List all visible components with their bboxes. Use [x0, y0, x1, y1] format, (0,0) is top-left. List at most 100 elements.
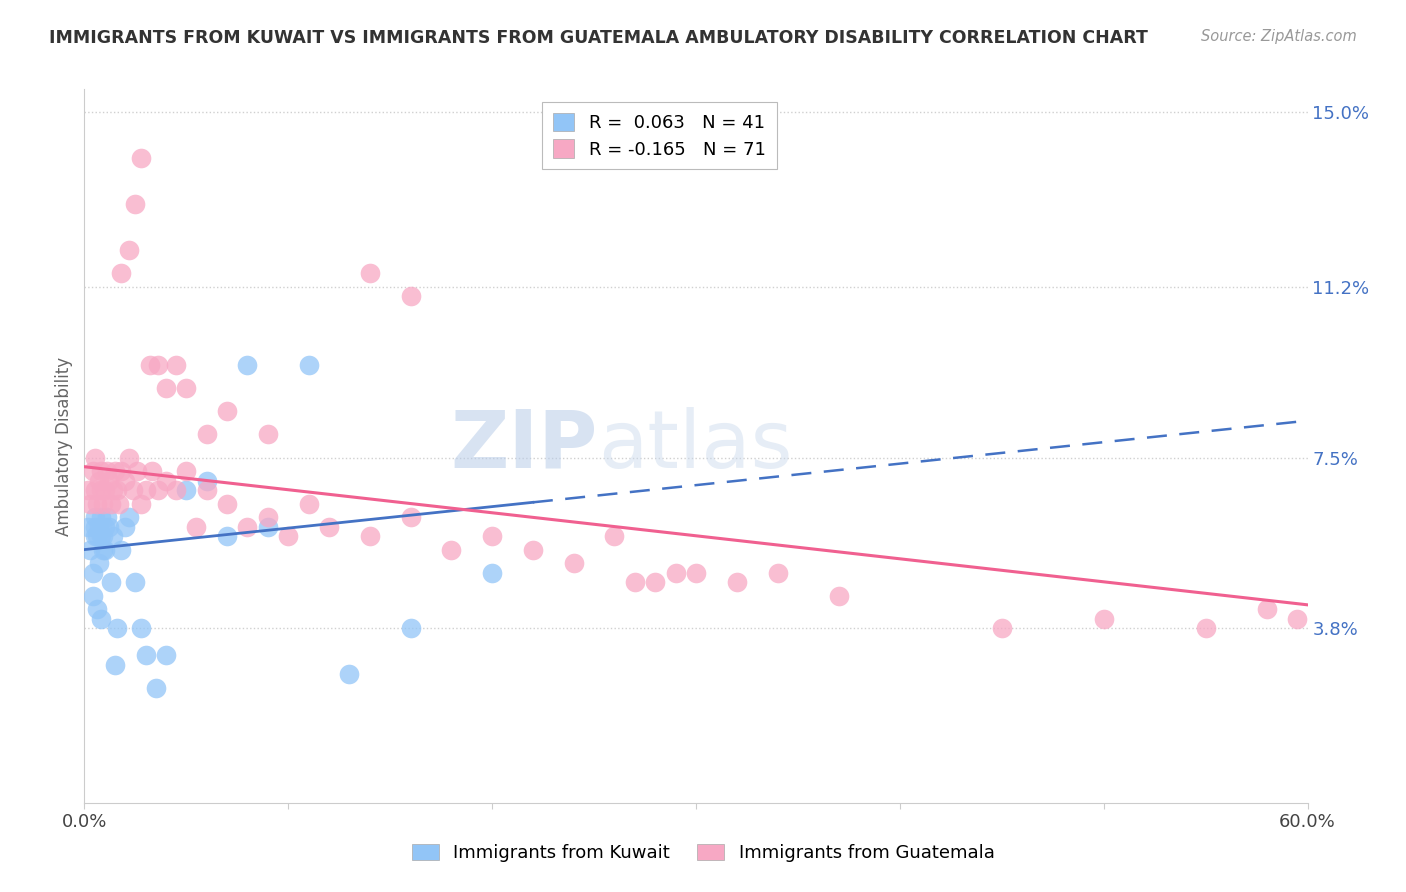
Text: Source: ZipAtlas.com: Source: ZipAtlas.com [1201, 29, 1357, 44]
Point [1092, 612, 1115, 626]
Point [298, 497, 321, 511]
Point [399, 621, 422, 635]
Point [399, 289, 422, 303]
Point [131, 497, 153, 511]
Point [110, 464, 132, 478]
Point [217, 529, 239, 543]
Point [165, 359, 187, 373]
Point [91, 529, 114, 543]
Point [91, 497, 114, 511]
Point [195, 483, 218, 497]
Point [141, 464, 163, 478]
Point [195, 427, 218, 442]
Point [131, 151, 153, 165]
Point [104, 464, 127, 478]
Point [90, 464, 112, 478]
Point [1256, 602, 1278, 616]
Point [77, 519, 100, 533]
Point [86, 529, 108, 543]
Point [114, 519, 136, 533]
Point [145, 681, 167, 695]
Point [217, 497, 239, 511]
Point [86, 602, 108, 616]
Point [481, 566, 503, 580]
Point [82, 464, 104, 478]
Point [603, 529, 626, 543]
Point [93, 483, 115, 497]
Point [135, 483, 157, 497]
Point [87, 474, 110, 488]
Point [110, 542, 132, 557]
Point [991, 621, 1014, 635]
Point [90, 510, 112, 524]
Point [236, 359, 259, 373]
Point [83, 529, 105, 543]
Point [91, 542, 114, 557]
Point [86, 497, 108, 511]
Point [359, 529, 381, 543]
Point [174, 464, 197, 478]
Point [236, 519, 259, 533]
Point [83, 483, 105, 497]
Point [82, 566, 104, 580]
Point [522, 542, 544, 557]
Point [96, 510, 118, 524]
Point [82, 589, 104, 603]
Legend: Immigrants from Kuwait, Immigrants from Guatemala: Immigrants from Kuwait, Immigrants from … [405, 837, 1001, 870]
Point [77, 483, 100, 497]
Point [90, 529, 112, 543]
Point [399, 510, 422, 524]
Point [135, 648, 157, 663]
Point [624, 574, 647, 589]
Point [146, 359, 169, 373]
Point [131, 621, 153, 635]
Point [685, 566, 707, 580]
Legend: R =  0.063   N = 41, R = -0.165   N = 71: R = 0.063 N = 41, R = -0.165 N = 71 [541, 102, 776, 169]
Point [118, 244, 141, 258]
Point [118, 450, 141, 465]
Point [118, 510, 141, 524]
Point [359, 266, 381, 280]
Point [155, 648, 177, 663]
Point [318, 519, 340, 533]
Point [79, 542, 101, 557]
Point [665, 566, 688, 580]
Point [174, 381, 197, 395]
Point [155, 381, 177, 395]
Point [83, 450, 105, 465]
Point [100, 574, 122, 589]
Point [97, 519, 120, 533]
Point [93, 519, 115, 533]
Text: IMMIGRANTS FROM KUWAIT VS IMMIGRANTS FROM GUATEMALA AMBULATORY DISABILITY CORREL: IMMIGRANTS FROM KUWAIT VS IMMIGRANTS FRO… [49, 29, 1149, 46]
Point [828, 589, 851, 603]
Point [110, 266, 132, 280]
Point [90, 612, 112, 626]
Point [90, 483, 112, 497]
Text: ZIP: ZIP [451, 407, 598, 485]
Point [155, 474, 177, 488]
Point [725, 574, 748, 589]
Point [127, 464, 149, 478]
Point [277, 529, 299, 543]
Point [1195, 621, 1218, 635]
Point [87, 557, 110, 571]
Point [83, 519, 105, 533]
Point [79, 497, 101, 511]
Point [165, 483, 187, 497]
Point [124, 574, 146, 589]
Point [339, 666, 361, 681]
Point [257, 519, 280, 533]
Point [644, 574, 666, 589]
Point [562, 557, 585, 571]
Point [87, 519, 110, 533]
Point [257, 427, 280, 442]
Point [257, 510, 280, 524]
Point [97, 474, 120, 488]
Point [138, 359, 160, 373]
Text: atlas: atlas [598, 407, 793, 485]
Point [101, 483, 124, 497]
Point [1286, 612, 1309, 626]
Point [96, 464, 118, 478]
Point [105, 621, 128, 635]
Point [122, 483, 145, 497]
